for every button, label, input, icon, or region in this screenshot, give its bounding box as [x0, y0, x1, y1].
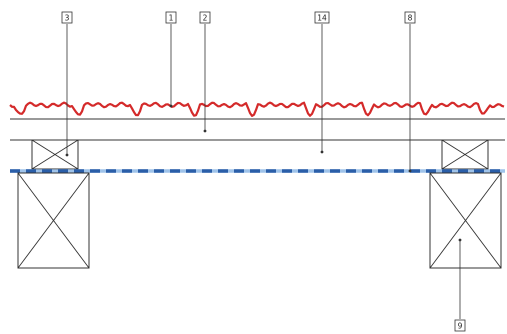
callout-3: 3	[61, 11, 73, 24]
leader-14-dot	[320, 150, 324, 154]
svg-text:9: 9	[458, 322, 463, 331]
beam-left	[17, 172, 90, 269]
callout-8: 8	[404, 11, 416, 24]
leader-9-dot	[458, 238, 462, 242]
svg-text:8: 8	[408, 14, 413, 23]
leader-8-dot	[408, 169, 412, 173]
callout-1: 1	[165, 11, 177, 24]
leader-3-dot	[65, 153, 69, 157]
callout-14: 14	[314, 11, 330, 24]
svg-text:3: 3	[65, 14, 70, 23]
callout-9: 9	[454, 319, 466, 332]
svg-text:2: 2	[203, 14, 208, 23]
purlin-right	[441, 139, 489, 170]
callout-2: 2	[199, 11, 211, 24]
leader-1-dot	[169, 104, 173, 108]
corrugated-roofing-sheet	[9, 101, 505, 117]
svg-text:14: 14	[317, 14, 327, 23]
leader-2-dot	[203, 129, 207, 133]
svg-text:1: 1	[169, 14, 174, 23]
purlin-left	[31, 139, 79, 170]
beam-right	[429, 172, 502, 269]
